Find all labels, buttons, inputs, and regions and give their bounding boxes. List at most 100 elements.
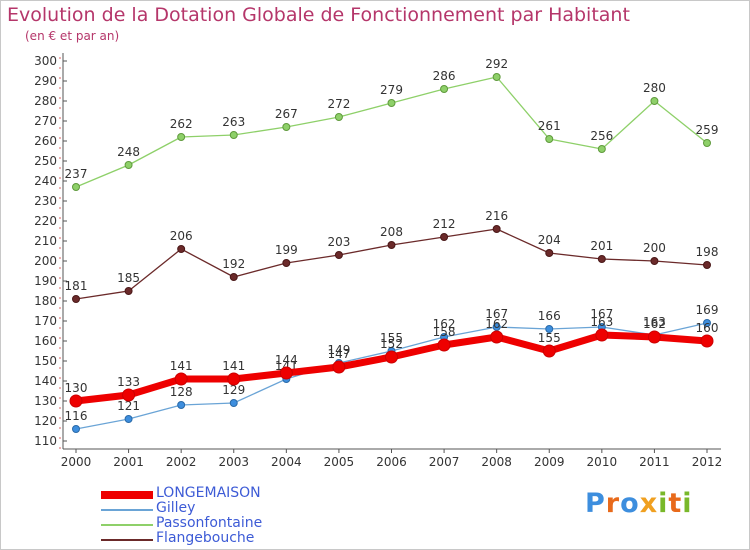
x-tick-label: 2004 <box>271 455 302 469</box>
data-label-gilley: 169 <box>696 303 719 317</box>
data-label-flangebouche: 203 <box>327 235 350 249</box>
legend-label: Passonfontaine <box>156 515 263 531</box>
data-point-flangebouche <box>597 255 606 263</box>
legend-label: LONGEMAISON <box>156 485 261 501</box>
logo-letter: i <box>682 488 693 519</box>
data-point-longemaison <box>385 350 398 364</box>
data-label-passonfontaine: 272 <box>327 97 350 111</box>
x-tick-label: 2010 <box>587 455 618 469</box>
data-point-flangebouche <box>440 233 449 241</box>
legend-swatch <box>101 491 153 499</box>
x-tick-label: 2009 <box>534 455 565 469</box>
data-point-gilley <box>177 401 186 409</box>
data-label-longemaison: 130 <box>65 381 88 395</box>
y-tick-label: 300 <box>34 54 57 68</box>
data-label-flangebouche: 198 <box>696 245 719 259</box>
data-point-passonfontaine <box>545 135 554 143</box>
data-label-passonfontaine: 256 <box>590 129 613 143</box>
data-point-passonfontaine <box>229 131 238 139</box>
data-label-gilley: 163 <box>643 315 666 329</box>
data-point-longemaison <box>490 330 504 344</box>
chart-title: Evolution de la Dotation Globale de Fonc… <box>7 4 630 26</box>
data-point-passonfontaine <box>282 123 291 131</box>
y-tick-label: 120 <box>34 414 57 428</box>
data-label-longemaison: 147 <box>327 347 350 361</box>
y-tick-label: 230 <box>34 194 57 208</box>
data-point-flangebouche <box>387 241 396 249</box>
data-label-longemaison: 162 <box>485 317 508 331</box>
data-point-flangebouche <box>72 295 80 303</box>
data-point-flangebouche <box>124 287 133 295</box>
y-tick-label: 210 <box>34 234 57 248</box>
data-label-passonfontaine: 280 <box>643 81 666 95</box>
data-label-gilley: 167 <box>485 307 508 321</box>
logo-letter: o <box>620 488 640 519</box>
data-point-passonfontaine <box>387 99 396 107</box>
data-label-longemaison: 160 <box>696 321 719 335</box>
x-tick-label: 2008 <box>481 455 512 469</box>
logo-letter: x <box>639 488 659 519</box>
data-point-flangebouche <box>650 257 659 265</box>
data-label-flangebouche: 200 <box>643 241 666 255</box>
data-label-passonfontaine: 237 <box>65 167 88 181</box>
y-tick-label: 260 <box>34 134 57 148</box>
y-tick-label: 130 <box>34 394 57 408</box>
data-point-longemaison <box>437 338 451 352</box>
data-point-passonfontaine <box>650 97 659 105</box>
data-point-longemaison <box>700 334 714 348</box>
x-tick-label: 2007 <box>429 455 460 469</box>
legend-swatch <box>101 524 153 526</box>
y-tick-label: 140 <box>34 374 57 388</box>
data-point-passonfontaine <box>72 183 80 191</box>
data-label-flangebouche: 208 <box>380 225 403 239</box>
data-point-flangebouche <box>229 273 238 281</box>
data-point-longemaison <box>595 328 609 342</box>
data-label-gilley: 129 <box>222 383 245 397</box>
data-label-flangebouche: 206 <box>170 229 193 243</box>
x-tick-label: 2011 <box>639 455 670 469</box>
data-point-longemaison <box>332 360 346 374</box>
y-tick-label: 150 <box>34 354 57 368</box>
data-label-gilley: 121 <box>117 399 140 413</box>
x-tick-label: 2002 <box>166 455 197 469</box>
data-label-flangebouche: 204 <box>538 233 561 247</box>
data-label-flangebouche: 185 <box>117 271 140 285</box>
data-label-gilley: 167 <box>590 307 613 321</box>
logo-letter: P <box>585 488 606 519</box>
data-label-passonfontaine: 267 <box>275 107 298 121</box>
legend-label: Gilley <box>156 500 196 516</box>
data-point-longemaison <box>647 330 661 344</box>
data-point-gilley <box>545 325 554 333</box>
legend-swatch <box>101 509 153 511</box>
y-tick-label: 250 <box>34 154 57 168</box>
data-point-passonfontaine <box>177 133 186 141</box>
data-label-gilley: 155 <box>380 331 403 345</box>
data-label-gilley: 149 <box>327 343 350 357</box>
data-point-longemaison <box>122 388 136 402</box>
legend-label: Flangebouche <box>156 530 255 546</box>
y-tick-label: 290 <box>34 74 57 88</box>
y-tick-label: 220 <box>34 214 57 228</box>
data-label-longemaison: 141 <box>222 359 245 373</box>
y-tick-label: 110 <box>34 434 57 448</box>
data-label-flangebouche: 181 <box>65 279 88 293</box>
data-label-longemaison: 162 <box>643 317 666 331</box>
logo-letter: t <box>668 488 683 519</box>
data-label-longemaison: 144 <box>275 353 298 367</box>
data-point-gilley <box>72 425 80 433</box>
x-tick-label: 2006 <box>376 455 407 469</box>
data-point-flangebouche <box>334 251 343 259</box>
data-label-flangebouche: 192 <box>222 257 245 271</box>
logo-letter: i <box>658 488 669 519</box>
data-point-passonfontaine <box>440 85 449 93</box>
proxiti-logo: Proxiti <box>585 488 693 519</box>
data-label-gilley: 116 <box>65 409 88 423</box>
data-point-gilley <box>124 415 133 423</box>
legend-swatch <box>101 539 153 541</box>
x-tick-label: 2001 <box>113 455 144 469</box>
data-label-longemaison: 141 <box>170 359 193 373</box>
data-point-longemaison <box>174 372 188 386</box>
data-label-gilley: 128 <box>170 385 193 399</box>
y-tick-label: 240 <box>34 174 57 188</box>
